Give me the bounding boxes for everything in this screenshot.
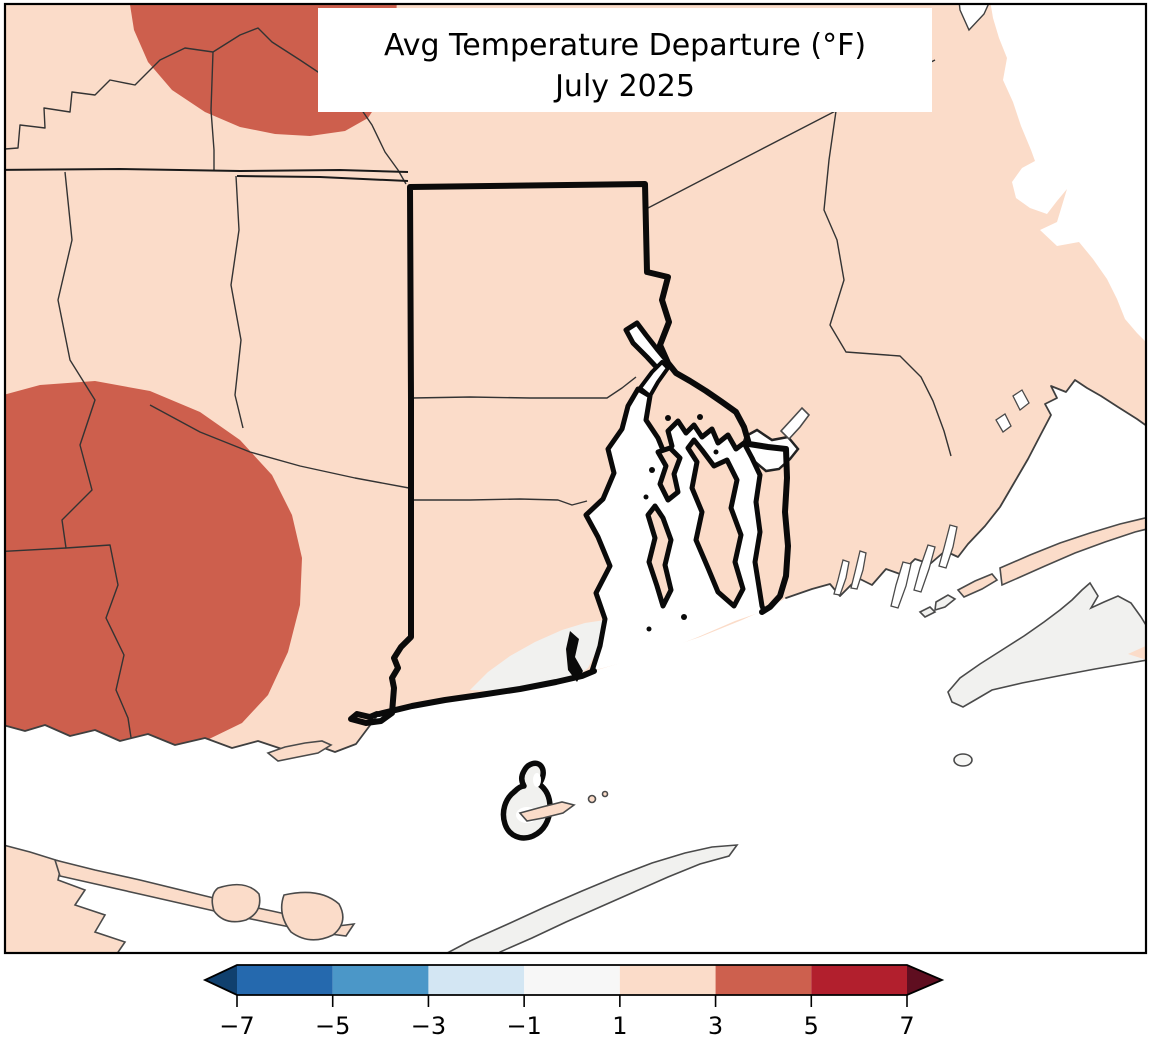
seekonk-river-arm [638, 360, 670, 398]
tick-label: 5 [804, 1012, 819, 1040]
title-line-2: July 2025 [553, 69, 695, 104]
massachusetts-coastline [785, 379, 1146, 599]
bay-islets [643, 414, 719, 632]
point-judith-pond [566, 631, 583, 682]
colorbar-cell [811, 965, 908, 995]
connecticut-coastline [5, 715, 378, 753]
tick-label: 1 [612, 1012, 627, 1040]
harbor-inlets [833, 389, 1030, 609]
colorbar-cell [332, 965, 429, 995]
tick-label: −1 [506, 1012, 541, 1040]
tick-label: −5 [315, 1012, 350, 1040]
bay-islands [645, 437, 746, 609]
colorbar-extend-low [205, 965, 237, 995]
map-frame [3, 2, 1148, 955]
long-island-south-fork [445, 844, 739, 953]
plum-island [518, 801, 576, 822]
title-line-1: Avg Temperature Departure (°F) [384, 28, 866, 63]
nomans-land-islet [953, 753, 973, 767]
county-boundary-lines [5, 27, 952, 745]
tick-label: 7 [899, 1012, 914, 1040]
tick-label: −7 [219, 1012, 254, 1040]
prudence-island [655, 445, 683, 503]
fishers-island [266, 740, 333, 762]
colorbar-cell [428, 965, 525, 995]
coastal-notch [958, 4, 990, 32]
conanicut-island [645, 503, 674, 609]
colorbar-extend-high [907, 965, 942, 995]
elizabeth-islands [918, 516, 1146, 618]
marthas-vineyard [947, 581, 1146, 708]
colorbar-cell [524, 965, 620, 995]
aquidneck-island [685, 437, 746, 609]
ma-ct-state-line [5, 168, 409, 173]
colorbar-cell [237, 965, 333, 995]
title-box: Avg Temperature Departure (°F) July 2025 [318, 8, 932, 112]
marthas-vineyard-warm-corner [1128, 645, 1146, 660]
narragansett-bay-shoreline [583, 386, 767, 674]
taunton-river [779, 406, 811, 441]
map-canvas [5, 4, 1146, 953]
colorbar-cell [619, 965, 716, 995]
colorbar: −7 −5 −3 −1 1 3 5 7 [202, 964, 945, 1040]
tick-label: 3 [708, 1012, 723, 1040]
rhode-island-south-shore [376, 668, 597, 717]
long-island-group [5, 740, 739, 953]
colorbar-cell [715, 965, 812, 995]
ocean [5, 380, 1146, 953]
colorbar-tick-labels: −7 −5 −3 −1 1 3 5 7 [219, 1012, 914, 1040]
tick-label: −3 [411, 1012, 446, 1040]
warm-anomaly-west-blob [5, 381, 302, 750]
colorbar-tick-marks [236, 995, 908, 1007]
narragansett-bay-fill [586, 389, 764, 671]
